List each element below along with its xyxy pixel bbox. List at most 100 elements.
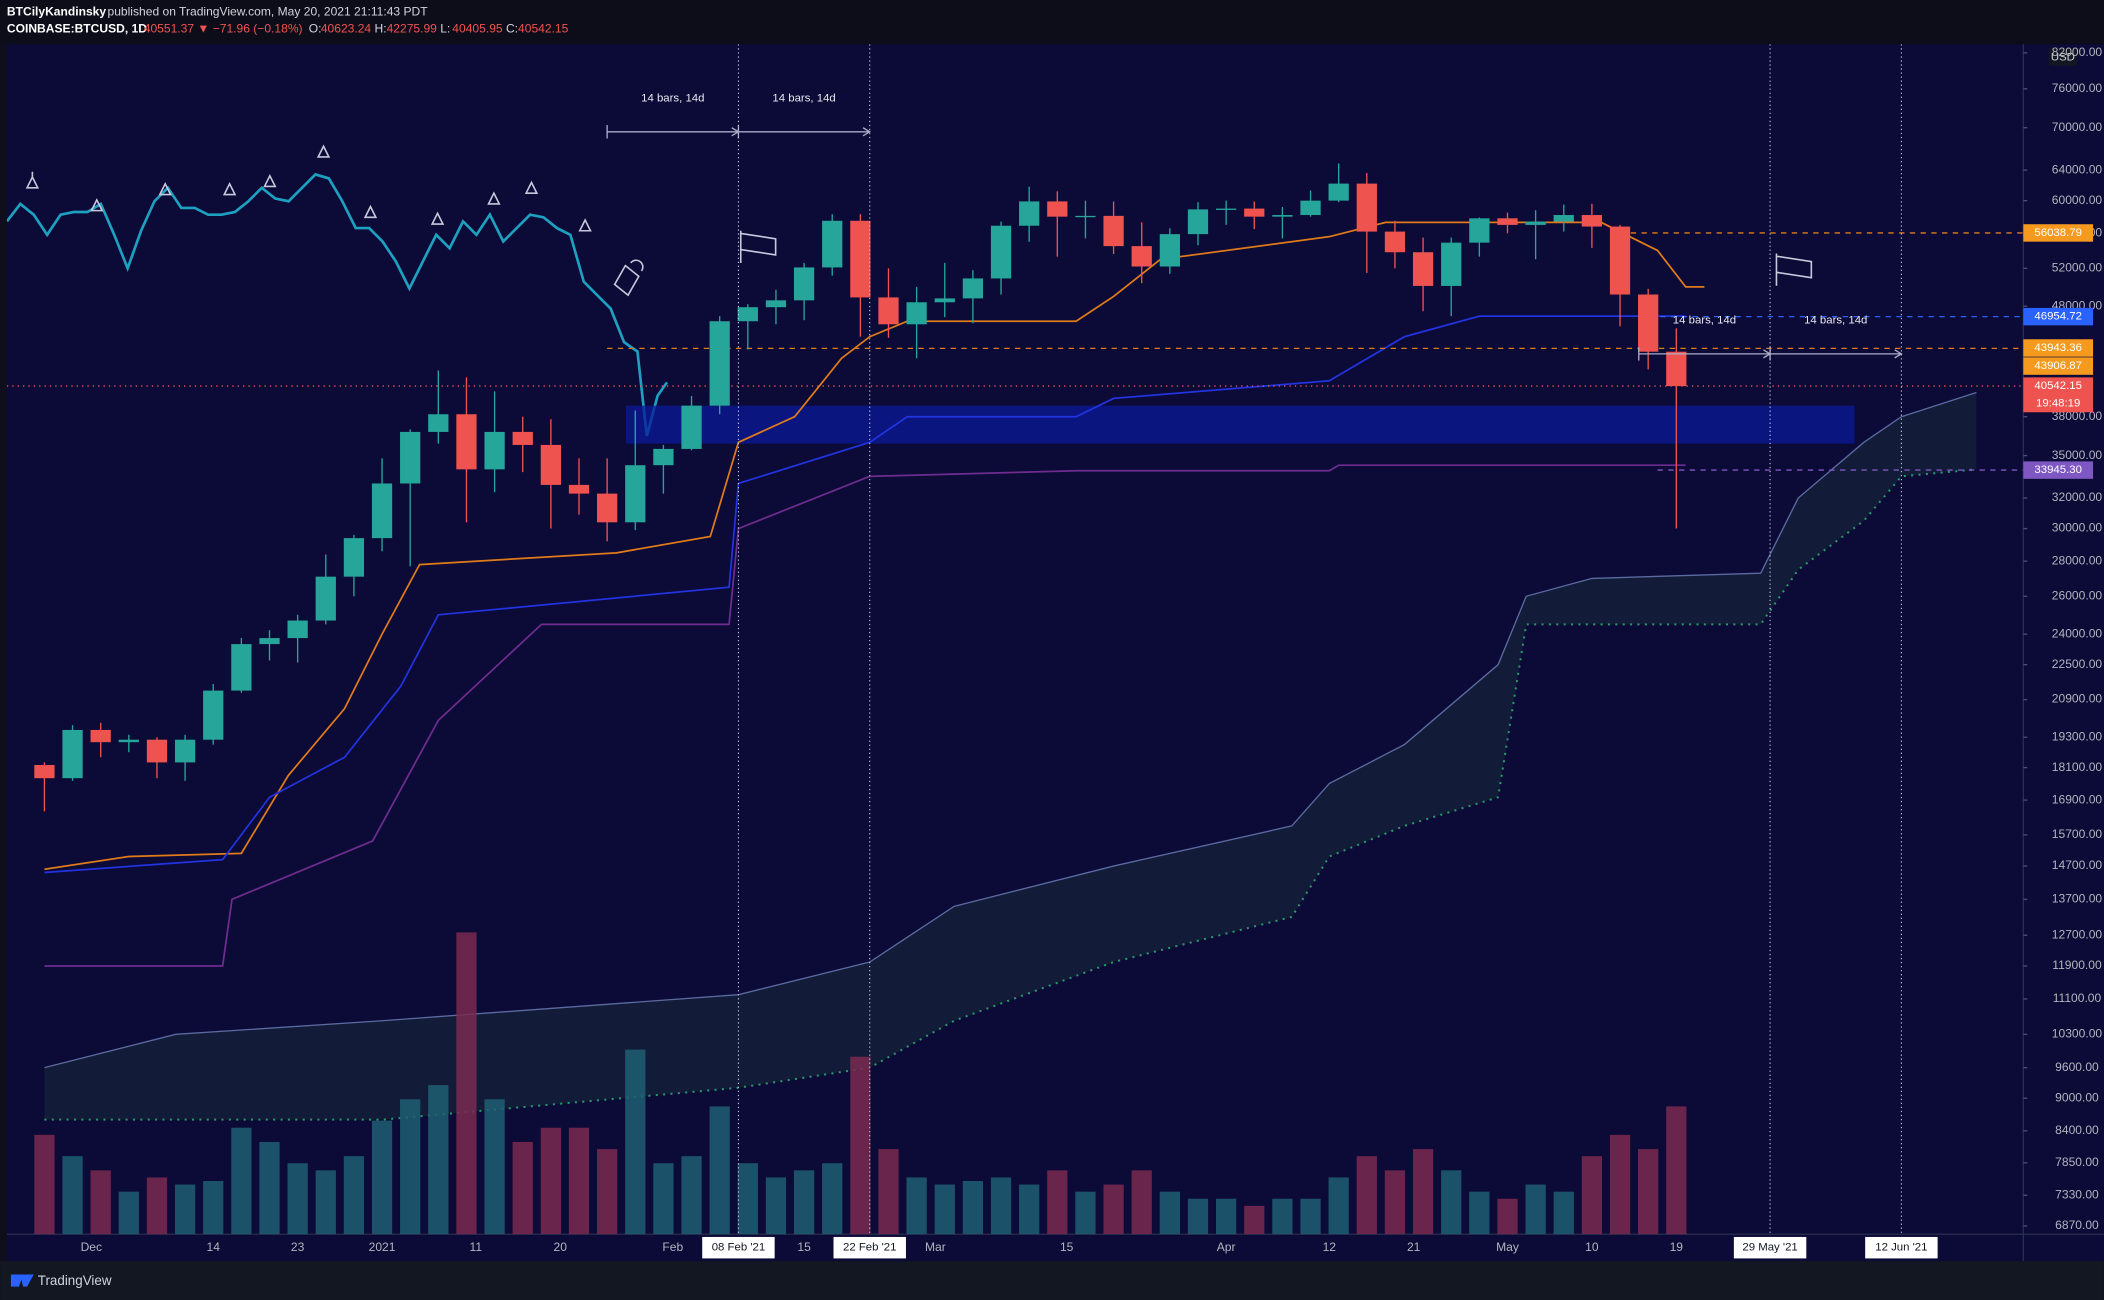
y-tick-label: 24000.00: [2052, 626, 2103, 640]
volume-bar: [315, 1170, 336, 1235]
volume-bar: [850, 1056, 871, 1235]
candle-body: [371, 483, 393, 539]
price-tag-label: 33945.30: [2034, 464, 2082, 476]
candle-body: [597, 493, 618, 523]
y-tick-label: 7330.00: [2055, 1187, 2099, 1201]
candle-body: [1525, 221, 1546, 225]
candle-body: [1244, 208, 1265, 217]
support-zone: [625, 405, 1855, 444]
candle-body: [653, 448, 674, 466]
candle-body: [1047, 201, 1068, 217]
candle-body: [315, 576, 336, 621]
price-tag: [2023, 377, 2094, 413]
volume-bar: [1215, 1198, 1237, 1235]
oscillator-line: [6, 172, 669, 437]
volume-bar: [765, 1177, 787, 1235]
y-tick-label: 28000.00: [2052, 553, 2103, 567]
volume-bar: [793, 1170, 815, 1235]
x-tick-label: 10: [1585, 1240, 1599, 1254]
candle-body: [1356, 183, 1377, 232]
volume-bar: [709, 1106, 730, 1235]
symbol: COINBASE:BTCUSD, 1D: [7, 22, 147, 36]
y-tick-label: 32000.00: [2052, 490, 2103, 504]
candle-body: [1300, 200, 1321, 216]
volume-bar: [990, 1177, 1012, 1235]
cloud-lower: [44, 468, 1977, 1121]
plot: 14 bars, 14d 14 bars, 14d 14 bars, 14d 14 b…: [6, 44, 2024, 1235]
candle-body: [1497, 218, 1518, 225]
x-tick-label: Dec: [81, 1240, 102, 1254]
candle-body: [1384, 231, 1406, 253]
candle-body: [428, 414, 449, 432]
candle-body: [90, 729, 111, 743]
candle-body: [512, 431, 533, 445]
x-tick-label: Mar: [925, 1240, 946, 1254]
y-tick-label: 7850.00: [2055, 1155, 2099, 1169]
candle-body: [850, 220, 871, 298]
volume-bar: [371, 1120, 393, 1235]
y-tick-label: 6870.00: [2055, 1218, 2099, 1232]
candle-body: [174, 739, 196, 763]
price-tag: [2023, 224, 2094, 242]
volume-bar: [231, 1127, 252, 1235]
x-tick-label: 12: [1323, 1240, 1337, 1254]
volume-bar: [1441, 1170, 1462, 1235]
y-tick-label: 14700.00: [2052, 858, 2103, 872]
candle-body: [231, 644, 252, 691]
price-tag: [2023, 307, 2094, 326]
brand-logo: [10, 1274, 34, 1287]
price-tag-label: 56038.79: [2034, 227, 2082, 239]
candle-body: [146, 739, 168, 763]
volume-bar: [737, 1163, 758, 1235]
volume-bar: [287, 1163, 308, 1235]
volume-bar: [1525, 1184, 1546, 1235]
y-tick-label: 12700.00: [2052, 927, 2103, 941]
price-tag-label: 43906.87: [2034, 360, 2082, 372]
measure-arrow: [862, 127, 872, 137]
y-tick-label: 26000.00: [2052, 588, 2103, 602]
y-tick-label: 8400.00: [2055, 1123, 2099, 1137]
x-tick-label: 23: [291, 1240, 305, 1254]
x-marker-label: 08 Feb '21: [712, 1242, 765, 1254]
volume-bar: [1553, 1191, 1574, 1235]
drawing-icons: [25, 144, 1813, 297]
x-tick-label: 14: [207, 1240, 221, 1254]
x-marker-label: 29 May '21: [1742, 1242, 1797, 1254]
volume-bar: [456, 932, 477, 1235]
candle-body: [287, 620, 308, 639]
candle-body: [456, 414, 477, 470]
x-marker-box: [702, 1236, 775, 1259]
volume-bar: [822, 1163, 843, 1235]
y-tick-label: 16900.00: [2052, 792, 2103, 806]
x-tick-label: 20: [554, 1240, 568, 1254]
y-tick-label: 10300.00: [2052, 1027, 2103, 1041]
candle-body: [400, 431, 421, 484]
candle-body: [118, 739, 139, 743]
x-tick-label: 19: [1670, 1240, 1684, 1254]
y-tick-label: 18100.00: [2052, 760, 2103, 774]
candle-body: [540, 444, 561, 485]
candle-body: [1609, 226, 1631, 295]
x-tick-label: Feb: [662, 1240, 683, 1254]
candle-body: [1638, 294, 1659, 352]
volume-bar: [653, 1163, 674, 1235]
y-tick-label: 9000.00: [2055, 1090, 2099, 1104]
ohlc-value: 40405.95: [452, 22, 503, 36]
volume-bar: [1581, 1156, 1603, 1235]
brand: TradingView: [38, 1273, 112, 1288]
indicator-line: [44, 315, 1686, 874]
volume-bar: [1019, 1184, 1040, 1235]
price-tag: [2023, 461, 2094, 479]
ohlc-value: 40542.15: [518, 22, 569, 36]
volume-bar: [1638, 1149, 1659, 1235]
volume-bar: [1469, 1191, 1490, 1235]
volume-bar: [1384, 1170, 1406, 1235]
volume-bar: [1666, 1106, 1687, 1235]
volume-bar: [1300, 1198, 1321, 1235]
ohlc-label: H:: [374, 22, 386, 36]
candle-body: [1159, 234, 1180, 267]
volume-bar: [1356, 1156, 1377, 1235]
ohlc-value: 42275.99: [387, 22, 438, 36]
